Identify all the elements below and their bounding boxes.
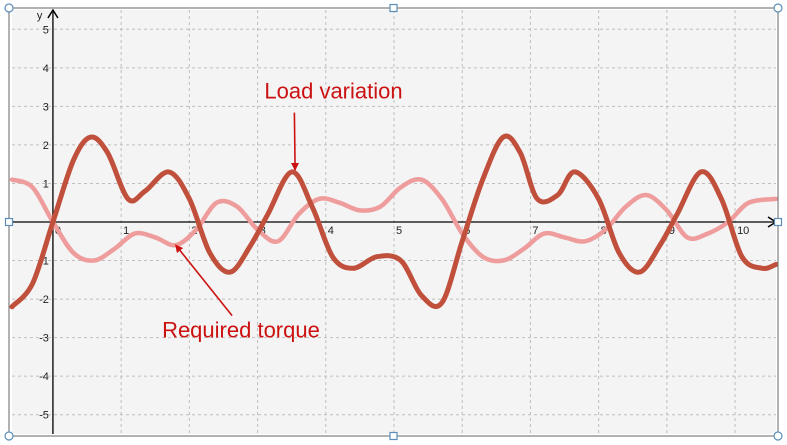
y-tick-label: -4 [39,371,49,383]
annotation-load-variation: Load variation [264,79,402,104]
annotation-arrow-icon [175,244,233,317]
y-tick-label: 3 [43,101,49,113]
resize-handle-corner[interactable] [773,431,783,441]
y-tick-label: 1 [43,178,49,190]
series-line-load-variation [9,133,779,310]
x-tick-label: 9 [669,225,675,237]
y-tick-label: -2 [39,294,49,306]
y-tick-label: 5 [43,24,49,36]
selection-frame[interactable] [4,3,783,441]
series-layer [9,133,779,310]
y-tick-label: -5 [39,410,49,422]
x-tick-label: 5 [396,225,402,237]
resize-handle-side[interactable] [4,217,14,227]
resize-handle-side[interactable] [389,431,398,441]
series-line-required-torque [9,176,779,264]
x-tick-label: 7 [532,225,538,237]
resize-handle-corner[interactable] [4,431,14,441]
y-axis-label: y [37,10,43,22]
annotations-layer: Load variation Required torque [162,79,403,343]
x-tick-label: 3 [260,225,266,237]
x-tick-label: 4 [328,225,334,237]
x-tick-label: 1 [123,225,129,237]
resize-handle-corner[interactable] [4,3,14,13]
annotation-arrow-icon [291,112,300,171]
annotation-required-torque: Required torque [162,318,320,343]
resize-handle-side[interactable] [389,3,398,13]
y-tick-label: 2 [43,140,49,152]
y-axis-arrow-icon [47,8,59,19]
y-tick-label: -3 [39,333,49,345]
y-tick-label: 4 [43,63,49,75]
resize-handle-corner[interactable] [773,3,783,13]
resize-handle-side[interactable] [773,217,783,227]
y-tick-label: -1 [39,256,49,268]
x-tick-label: 10 [737,225,749,237]
